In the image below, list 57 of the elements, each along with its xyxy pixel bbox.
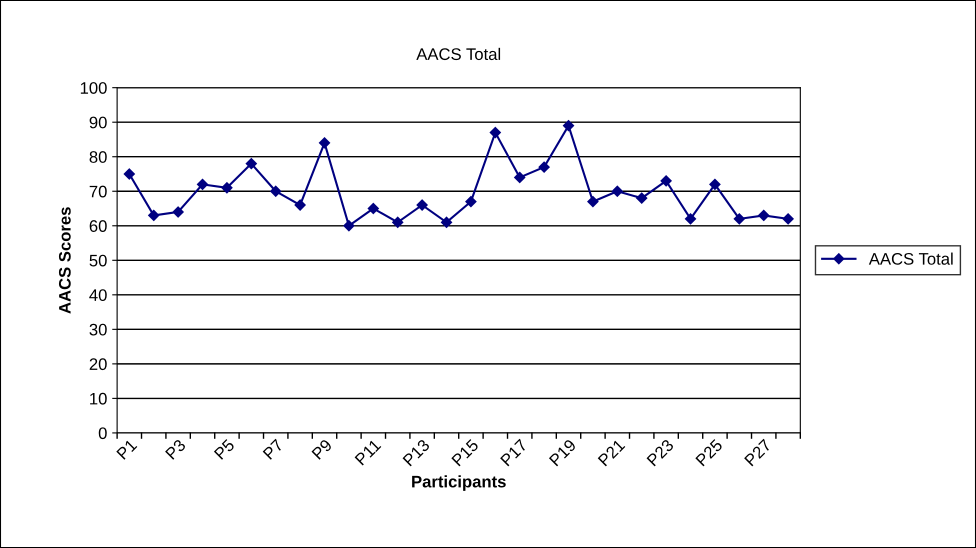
- y-tick-label: 60: [90, 220, 107, 232]
- x-tick-label: P21: [598, 438, 626, 466]
- point: [758, 210, 770, 222]
- x-tick-label: P23: [646, 438, 674, 466]
- y-tick-label: 0: [98, 427, 107, 440]
- point: [318, 137, 330, 149]
- point: [196, 178, 208, 190]
- point: [148, 210, 160, 222]
- point: [734, 213, 745, 224]
- x-tick-label: P15: [451, 438, 480, 466]
- point: [124, 168, 135, 180]
- y-tick-label: 100: [80, 82, 107, 94]
- point: [782, 213, 794, 224]
- point: [440, 216, 452, 228]
- point: [416, 199, 428, 211]
- y-tick-label: 70: [90, 186, 107, 198]
- x-tick-label: P7: [262, 438, 284, 460]
- point: [660, 175, 672, 186]
- point: [392, 216, 404, 228]
- point: [514, 172, 526, 184]
- point: [343, 220, 355, 232]
- point: [246, 158, 257, 170]
- y-tick-label: 30: [89, 324, 107, 336]
- point: [270, 186, 282, 197]
- y-tick-label: 10: [90, 392, 107, 405]
- point: [368, 202, 379, 214]
- x-tick-label: P11: [354, 438, 382, 466]
- x-tick-label: P9: [311, 438, 333, 460]
- x-tick-label: P19: [548, 438, 577, 466]
- point: [294, 199, 306, 211]
- point: [709, 178, 721, 190]
- x-tick-label: P3: [164, 438, 186, 460]
- y-axis-title: AACS Scores: [58, 207, 71, 314]
- point: [221, 182, 233, 194]
- y-tick-label: 50: [90, 254, 107, 267]
- x-axis-title: Participants: [412, 475, 506, 491]
- chart-title: AACS Total: [416, 48, 500, 60]
- point: [562, 120, 574, 132]
- point: [490, 126, 501, 138]
- point: [172, 206, 184, 218]
- point: [636, 192, 648, 204]
- x-tick-label: P13: [402, 438, 430, 466]
- point: [684, 213, 696, 224]
- point: [538, 161, 550, 173]
- y-tick-label: 80: [90, 151, 107, 163]
- x-tick-label: P1: [116, 438, 138, 460]
- x-tick-label: P17: [500, 438, 528, 466]
- point: [587, 196, 599, 208]
- y-tick-label: 90: [90, 116, 107, 128]
- point: [465, 196, 477, 208]
- x-tick-label: P27: [744, 438, 772, 466]
- x-tick-label: P5: [214, 438, 236, 460]
- legend-label: AACS Total: [868, 252, 953, 265]
- y-tick-label: 20: [90, 358, 107, 370]
- x-tick-label: P25: [695, 438, 724, 466]
- y-tick-label: 40: [89, 289, 107, 302]
- point: [612, 186, 623, 197]
